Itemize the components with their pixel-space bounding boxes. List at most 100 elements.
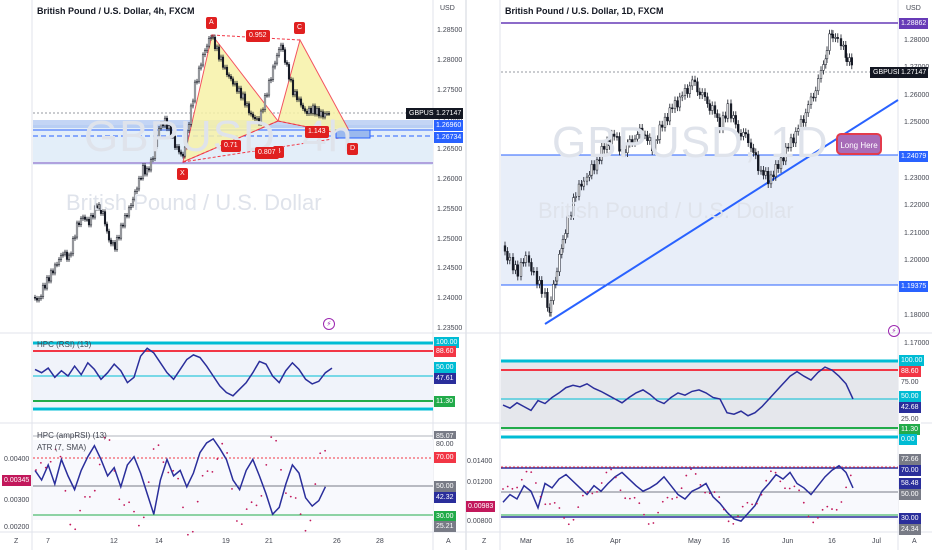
atr-dot bbox=[511, 487, 514, 490]
candle-body bbox=[271, 66, 275, 80]
atr-dot bbox=[221, 442, 224, 445]
candle-body bbox=[671, 107, 674, 110]
left-atr-current: 0.00345 bbox=[2, 475, 32, 486]
atr-dot bbox=[265, 464, 268, 466]
atr-dot bbox=[685, 474, 688, 477]
pattern-point-d: D bbox=[347, 143, 359, 155]
atr-dot bbox=[718, 496, 721, 498]
right-amp-tick: 58.48 bbox=[899, 478, 921, 489]
candle-body bbox=[235, 82, 239, 92]
atr-dot bbox=[638, 502, 641, 505]
left-amp-tick: 50.00 bbox=[434, 481, 456, 492]
candle-body bbox=[681, 95, 684, 98]
candle-body bbox=[49, 270, 53, 282]
candle-body bbox=[807, 104, 810, 114]
candle-body bbox=[171, 135, 175, 138]
candle-body bbox=[503, 245, 507, 252]
pattern-ratio-label: 1.143 bbox=[305, 126, 329, 138]
right-axis-mode[interactable]: Z bbox=[482, 538, 487, 545]
atr-dot bbox=[723, 508, 725, 511]
right-auto-scale[interactable]: A bbox=[912, 538, 917, 545]
atr-dot bbox=[544, 503, 547, 506]
lightning-icon[interactable]: ⚡ bbox=[888, 325, 900, 337]
left-level-2: 1.26734 bbox=[434, 132, 464, 143]
atr-dot bbox=[619, 489, 622, 492]
candle-body bbox=[595, 159, 599, 171]
candle-body bbox=[307, 107, 311, 114]
candle-body bbox=[39, 296, 43, 299]
lightning-icon[interactable]: ⚡ bbox=[323, 318, 335, 330]
candle-body bbox=[213, 36, 217, 49]
atr-dot bbox=[680, 487, 683, 490]
left-rsi-tick: 11.30 bbox=[434, 396, 455, 407]
atr-dot bbox=[44, 466, 47, 469]
left-rsi-line bbox=[34, 347, 333, 397]
candle-body bbox=[193, 81, 197, 102]
right-atr-tick: 0.01200 bbox=[467, 479, 493, 486]
left-price-tick: 1.24500 bbox=[437, 265, 463, 273]
candle-body bbox=[726, 103, 729, 119]
candle-body bbox=[779, 157, 783, 169]
left-level-1: 1.26960 bbox=[434, 120, 464, 131]
atr-dot bbox=[191, 530, 194, 533]
candle-body bbox=[836, 37, 839, 39]
candle-body bbox=[293, 91, 297, 96]
right-symbol-label: GBPUSD bbox=[870, 67, 906, 78]
candle-body bbox=[698, 91, 701, 96]
right-rsi-tick: 75.00 bbox=[899, 377, 921, 388]
candle-body bbox=[309, 107, 313, 114]
candle-body bbox=[243, 93, 247, 106]
left-auto-scale[interactable]: A bbox=[446, 538, 451, 545]
right-price-tick: 1.25000 bbox=[904, 119, 930, 127]
candle-body bbox=[603, 146, 606, 150]
atr-dot bbox=[582, 494, 584, 497]
left-atr-label: ATR (7, SMA) bbox=[37, 443, 87, 452]
candle-body bbox=[57, 259, 61, 265]
candle-body bbox=[111, 242, 115, 245]
atr-dot bbox=[525, 470, 528, 473]
candle-body bbox=[315, 108, 319, 115]
atr-dot bbox=[172, 469, 175, 472]
candle-body bbox=[51, 270, 55, 274]
atr-dot bbox=[704, 491, 706, 494]
candle-body bbox=[626, 143, 629, 154]
candle-body bbox=[91, 215, 95, 218]
atr-dot bbox=[652, 522, 655, 524]
atr-dot bbox=[152, 448, 155, 450]
atr-dot bbox=[610, 468, 612, 471]
candle-body bbox=[848, 57, 851, 62]
atr-dot bbox=[821, 508, 824, 511]
atr-dot bbox=[624, 497, 627, 500]
left-currency: USD bbox=[440, 5, 455, 12]
right-time-tick: Mar bbox=[520, 538, 533, 545]
atr-dot bbox=[79, 509, 81, 512]
atr-dot bbox=[280, 468, 282, 471]
candle-body bbox=[747, 133, 750, 144]
candle-body bbox=[177, 146, 181, 153]
atr-dot bbox=[798, 489, 800, 492]
left-axis-mode[interactable]: Z bbox=[14, 538, 19, 545]
atr-dot bbox=[133, 510, 135, 513]
atr-dot bbox=[74, 528, 77, 531]
atr-dot bbox=[147, 481, 150, 484]
atr-dot bbox=[54, 448, 57, 451]
candle-body bbox=[181, 153, 185, 157]
candle-body bbox=[167, 125, 171, 130]
atr-dot bbox=[69, 523, 72, 526]
candle-body bbox=[754, 152, 757, 156]
right-rsi-tick: 100.00 bbox=[899, 355, 925, 366]
left-amp-tick: 30.00 bbox=[434, 511, 456, 522]
candle-body bbox=[201, 54, 205, 66]
candle-body bbox=[325, 113, 329, 115]
candle-body bbox=[199, 64, 203, 69]
atr-dot bbox=[309, 519, 312, 522]
candle-body bbox=[648, 137, 651, 141]
candle-body bbox=[590, 164, 593, 176]
pattern-ratio-label: 0.952 bbox=[246, 30, 270, 42]
candle-body bbox=[641, 127, 644, 136]
candle-body bbox=[582, 180, 585, 187]
atr-dot bbox=[64, 489, 67, 492]
candle-body bbox=[797, 128, 800, 132]
candle-body bbox=[610, 133, 613, 147]
candle-body bbox=[263, 95, 267, 110]
